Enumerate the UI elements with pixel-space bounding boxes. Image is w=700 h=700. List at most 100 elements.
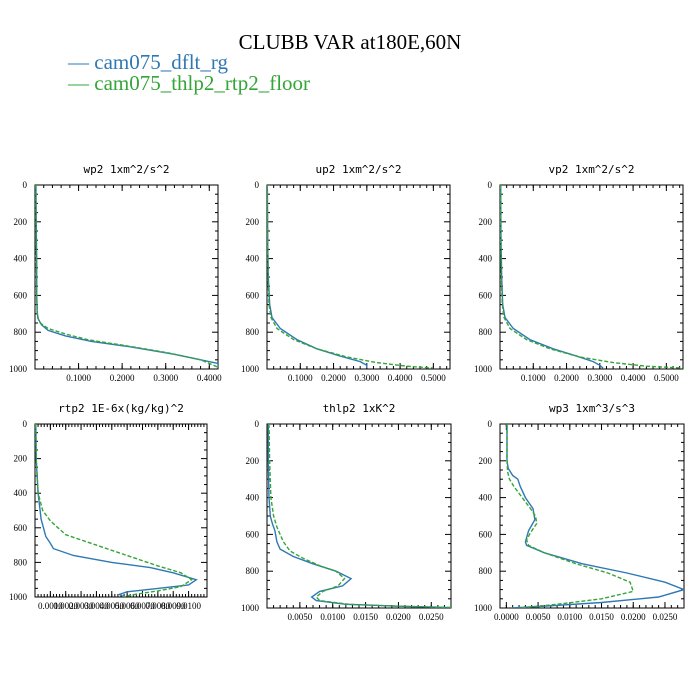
y-tick-label: 800: [246, 566, 260, 576]
panel-title: thlp2 1xK^2: [323, 402, 396, 415]
x-tick-label: 0.0050: [526, 612, 551, 622]
y-tick-label: 400: [479, 493, 493, 503]
y-tick-label: 600: [246, 290, 260, 300]
y-tick-label: 1000: [474, 364, 493, 374]
x-tick-label: 0.0090: [161, 601, 186, 611]
panel-title: up2 1xm^2/s^2: [315, 163, 401, 176]
y-tick-label: 400: [246, 254, 260, 264]
x-tick-label: 0.0100: [557, 612, 582, 622]
y-tick-label: 400: [479, 254, 493, 264]
y-tick-label: 600: [479, 529, 493, 539]
y-tick-label: 600: [14, 523, 28, 533]
x-tick-label: 0.0050: [99, 601, 124, 611]
x-tick-label: 0.0080: [145, 601, 170, 611]
plot-frame: [266, 184, 451, 370]
x-tick-label: 0.0040: [84, 601, 109, 611]
x-tick-label: 0.0070: [130, 601, 155, 611]
y-tick-label: 1000: [474, 603, 493, 613]
y-tick-label: 400: [14, 488, 28, 498]
x-tick-label: 0.0000: [494, 612, 519, 622]
y-tick-label: 600: [479, 290, 493, 300]
y-tick-label: 200: [246, 217, 260, 227]
x-tick-label: 0.4000: [388, 373, 413, 383]
chart-panel-2: up2 1xm^2/s^2 0 200 400 600 800 1000 0.1000 0.20…: [241, 163, 451, 383]
y-tick-label: 800: [479, 566, 493, 576]
y-tick-label: 800: [479, 327, 493, 337]
y-tick-label: 200: [14, 217, 28, 227]
y-tick-label: 200: [479, 456, 493, 466]
plot-frame: [34, 184, 219, 370]
y-tick-label: 0: [23, 180, 28, 190]
x-tick-label: 0.4000: [197, 373, 222, 383]
y-tick-label: 0: [23, 419, 28, 429]
x-tick-label: 0.0150: [353, 612, 378, 622]
panel-title: wp3 1xm^3/s^3: [549, 402, 635, 415]
y-tick-label: 200: [246, 456, 260, 466]
y-tick-label: 600: [246, 529, 260, 539]
x-tick-label: 0.0200: [386, 612, 411, 622]
y-tick-label: 200: [479, 217, 493, 227]
y-tick-label: 400: [14, 254, 28, 264]
x-tick-label: 0.0100: [176, 601, 201, 611]
x-tick-label: 0.2000: [321, 373, 346, 383]
chart-panel-5: thlp2 1xK^2 0 200 400 600 800 1000 0.0050 0.0100…: [241, 402, 452, 622]
x-tick-label: 0.4000: [621, 373, 646, 383]
legend-entry-dflt-rg: — cam075_dflt_rg: [68, 50, 229, 74]
x-tick-label: 0.2000: [110, 373, 135, 383]
x-tick-label: 0.5000: [654, 373, 679, 383]
x-tick-label: 0.0250: [653, 612, 678, 622]
x-tick-label: 0.5000: [421, 373, 446, 383]
x-tick-label: 0.0150: [589, 612, 614, 622]
series-line-dflt-rg: [267, 424, 451, 608]
y-tick-label: 1000: [241, 364, 260, 374]
series-line-dflt-rg: [506, 424, 684, 608]
plot-frame: [34, 423, 208, 598]
x-tick-label: 0.3000: [354, 373, 379, 383]
y-tick-label: 0: [488, 419, 493, 429]
y-tick-label: 800: [14, 327, 28, 337]
chart-title: CLUBB VAR at180E,60N: [238, 30, 462, 54]
x-tick-label: 0.3000: [153, 373, 178, 383]
x-tick-label: 0.3000: [587, 373, 612, 383]
plot-frame: [499, 184, 684, 370]
panel-title: wp2 1xm^2/s^2: [83, 163, 169, 176]
y-tick-label: 800: [246, 327, 260, 337]
series-line-dflt-rg: [35, 185, 218, 368]
x-tick-label: 0.0200: [621, 612, 646, 622]
y-tick-label: 0: [488, 180, 493, 190]
chart-panel-3: vp2 1xm^2/s^2 0 200 400 600 800 1000 0.1000 0.20…: [474, 163, 684, 383]
series-line-dflt-rg: [267, 185, 368, 369]
legend-entry-thlp2-rtp2-floor: — cam075_thlp2_rtp2_floor: [68, 71, 311, 95]
series-line-thlp2-rtp2-floor: [35, 424, 193, 597]
y-tick-label: 0: [255, 180, 260, 190]
series-line-thlp2-rtp2-floor: [35, 185, 218, 368]
y-tick-label: 400: [246, 493, 260, 503]
x-tick-label: 0.1000: [66, 373, 91, 383]
panel-title: rtp2 1E-6x(kg/kg)^2: [58, 402, 184, 415]
y-tick-label: 1000: [241, 603, 260, 613]
y-tick-label: 1000: [9, 364, 28, 374]
y-tick-label: 800: [14, 557, 28, 567]
x-tick-label: 0.0010: [38, 601, 63, 611]
x-tick-label: 0.0250: [419, 612, 444, 622]
y-tick-label: 600: [14, 290, 28, 300]
x-tick-label: 0.0060: [115, 601, 140, 611]
series-line-thlp2-rtp2-floor: [506, 424, 635, 608]
x-tick-label: 0.0030: [69, 601, 94, 611]
y-tick-label: 200: [14, 454, 28, 464]
series-line-thlp2-rtp2-floor: [267, 185, 434, 369]
x-tick-label: 0.0050: [287, 612, 312, 622]
x-tick-label: 0.1000: [521, 373, 546, 383]
y-tick-label: 1000: [9, 592, 28, 602]
series-line-dflt-rg: [500, 185, 604, 369]
series-line-thlp2-rtp2-floor: [268, 424, 451, 608]
x-tick-label: 0.1000: [288, 373, 313, 383]
x-tick-label: 0.2000: [554, 373, 579, 383]
chart-panel-1: wp2 1xm^2/s^2 0 200 400 600 800 1000 0.1000 0.20…: [9, 163, 222, 383]
panel-title: vp2 1xm^2/s^2: [548, 163, 634, 176]
series-line-thlp2-rtp2-floor: [500, 185, 683, 369]
chart-panel-4: rtp2 1E-6x(kg/kg)^2 0 200 400 600 800 1000 0.00…: [9, 402, 208, 611]
x-tick-label: 0.0100: [320, 612, 345, 622]
